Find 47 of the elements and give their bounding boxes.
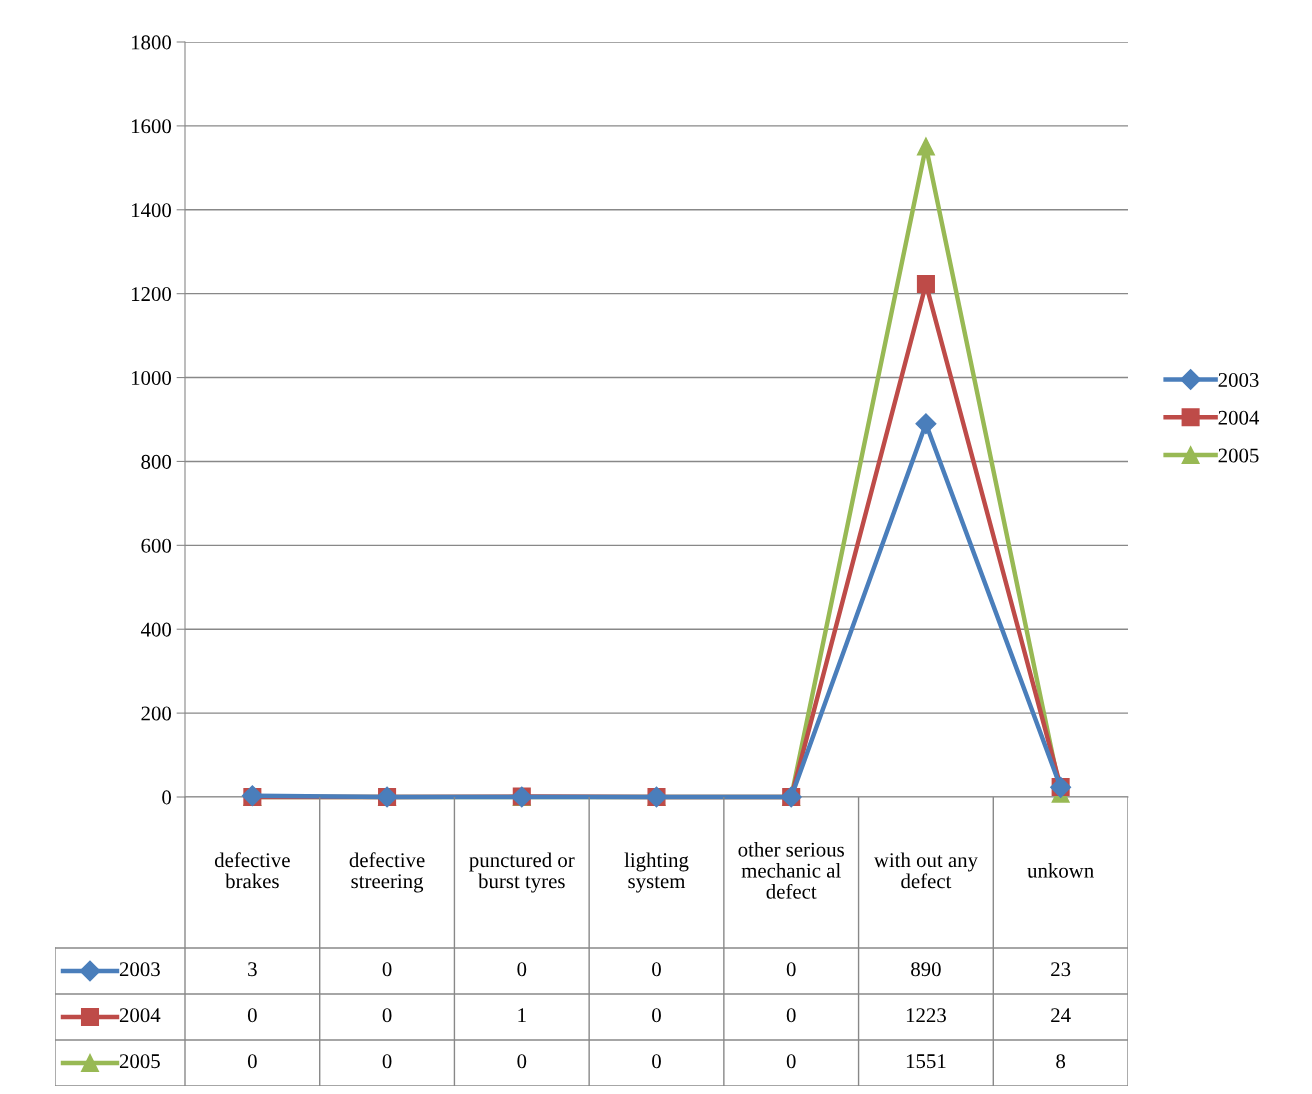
text: 2003 — [119, 962, 160, 977]
y-tick-label: 1400 — [131, 203, 172, 218]
legend-label: 2004 — [1218, 410, 1260, 425]
data-label: 0 — [786, 962, 796, 977]
x-tick-label: other serious mechanic al defect — [738, 841, 844, 899]
data-label: 23 — [1051, 962, 1071, 977]
x-tick-label: lighting system — [624, 852, 689, 893]
x-tick-label: defective streering — [349, 852, 425, 893]
data-label: 0 — [786, 1008, 796, 1023]
y-tick-label: 1800 — [131, 35, 172, 50]
point — [915, 413, 937, 435]
point — [916, 137, 935, 156]
data-label: 1 — [518, 1008, 526, 1023]
data-label: 0 — [382, 962, 392, 977]
x-tick-label: punctured or burst tyres — [469, 852, 575, 893]
data-label: 0 — [786, 1054, 796, 1069]
data-label: 0 — [652, 962, 661, 977]
x-tick-label: unkown — [1027, 863, 1094, 878]
data-label: 0 — [652, 1008, 661, 1023]
data-label: 0 — [247, 1054, 257, 1069]
data-label: 0 — [382, 1008, 392, 1023]
data-label: 0 — [517, 962, 527, 977]
text: 2005 — [119, 1054, 160, 1069]
x-tick-label: with out any defect — [873, 852, 978, 889]
data-label: 3 — [248, 962, 257, 977]
data-label: 1551 — [906, 1054, 946, 1069]
point — [916, 274, 935, 294]
legend-label: 2005 — [1218, 448, 1259, 463]
y-tick-label: 0 — [162, 790, 172, 805]
data-label: 0 — [652, 1054, 661, 1069]
data-label: 8 — [1056, 1054, 1066, 1069]
data-label: 0 — [247, 1008, 257, 1023]
y-tick-label: 1600 — [131, 119, 172, 134]
y-tick-label: 1200 — [131, 287, 172, 302]
y-tick-label: 200 — [141, 706, 172, 721]
y-tick-label: 600 — [141, 538, 172, 553]
data-label: 0 — [517, 1054, 527, 1069]
data-label: 24 — [1051, 1008, 1071, 1023]
text: 2004 — [119, 1008, 161, 1023]
y-tick-label: 800 — [141, 454, 172, 469]
y-tick-label: 1000 — [131, 370, 172, 385]
y-tick-label: 400 — [140, 622, 172, 637]
data-label: 890 — [911, 962, 941, 977]
legend-label: 2003 — [1218, 372, 1259, 388]
x-tick-label: defective brakes — [214, 852, 290, 889]
data-label: 1223 — [906, 1008, 946, 1023]
data-label: 0 — [382, 1054, 392, 1069]
